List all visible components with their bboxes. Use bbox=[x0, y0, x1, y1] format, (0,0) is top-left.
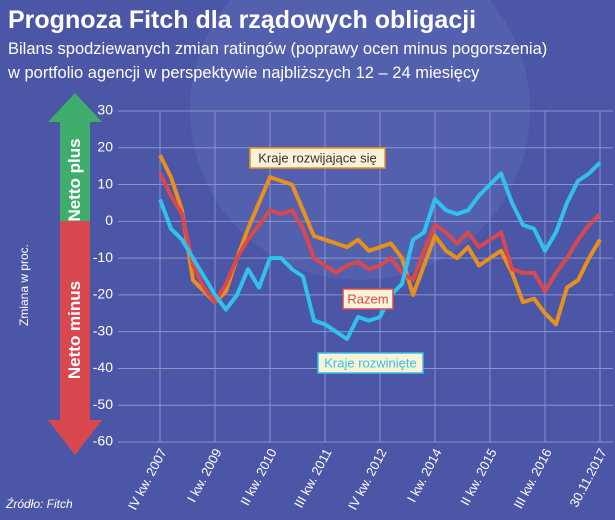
y-tick-label: -20 bbox=[93, 286, 113, 302]
legend-box bbox=[342, 288, 394, 310]
y-axis-label: Zmiana w proc. bbox=[17, 244, 31, 326]
arrow-label: Netto plus bbox=[65, 138, 84, 221]
legend-label: Kraje rozwijające się bbox=[258, 150, 377, 165]
y-tick-label: -40 bbox=[93, 359, 113, 375]
legend-label: Razem bbox=[347, 291, 388, 306]
y-tick-label: -60 bbox=[93, 433, 113, 449]
y-tick-label: 30 bbox=[97, 102, 113, 118]
chart-title: Prognoza Fitch dla rządowych obligacji bbox=[8, 6, 476, 34]
arrow-label: Netto minus bbox=[65, 281, 84, 379]
y-tick-label: 20 bbox=[97, 138, 113, 154]
line bbox=[158, 161, 602, 341]
arrow-down bbox=[48, 221, 102, 455]
y-tick-label: 10 bbox=[97, 175, 113, 191]
subtitle: w portfolio agencji w perspektywie najbl… bbox=[7, 64, 480, 82]
source: Źródło: Fitch bbox=[5, 496, 73, 511]
legend-label: Kraje rozwinięte bbox=[324, 355, 417, 370]
arrow-up bbox=[48, 93, 102, 221]
legend-box bbox=[317, 352, 424, 374]
line bbox=[158, 172, 602, 305]
y-tick-label: -10 bbox=[93, 249, 113, 265]
y-tick-label: -30 bbox=[93, 322, 113, 338]
subtitle: Bilans spodziewanych zmian ratingów (pop… bbox=[8, 40, 547, 58]
legend-box bbox=[249, 147, 386, 169]
y-tick-label: 0 bbox=[105, 212, 113, 228]
y-tick-label: -50 bbox=[93, 396, 113, 412]
